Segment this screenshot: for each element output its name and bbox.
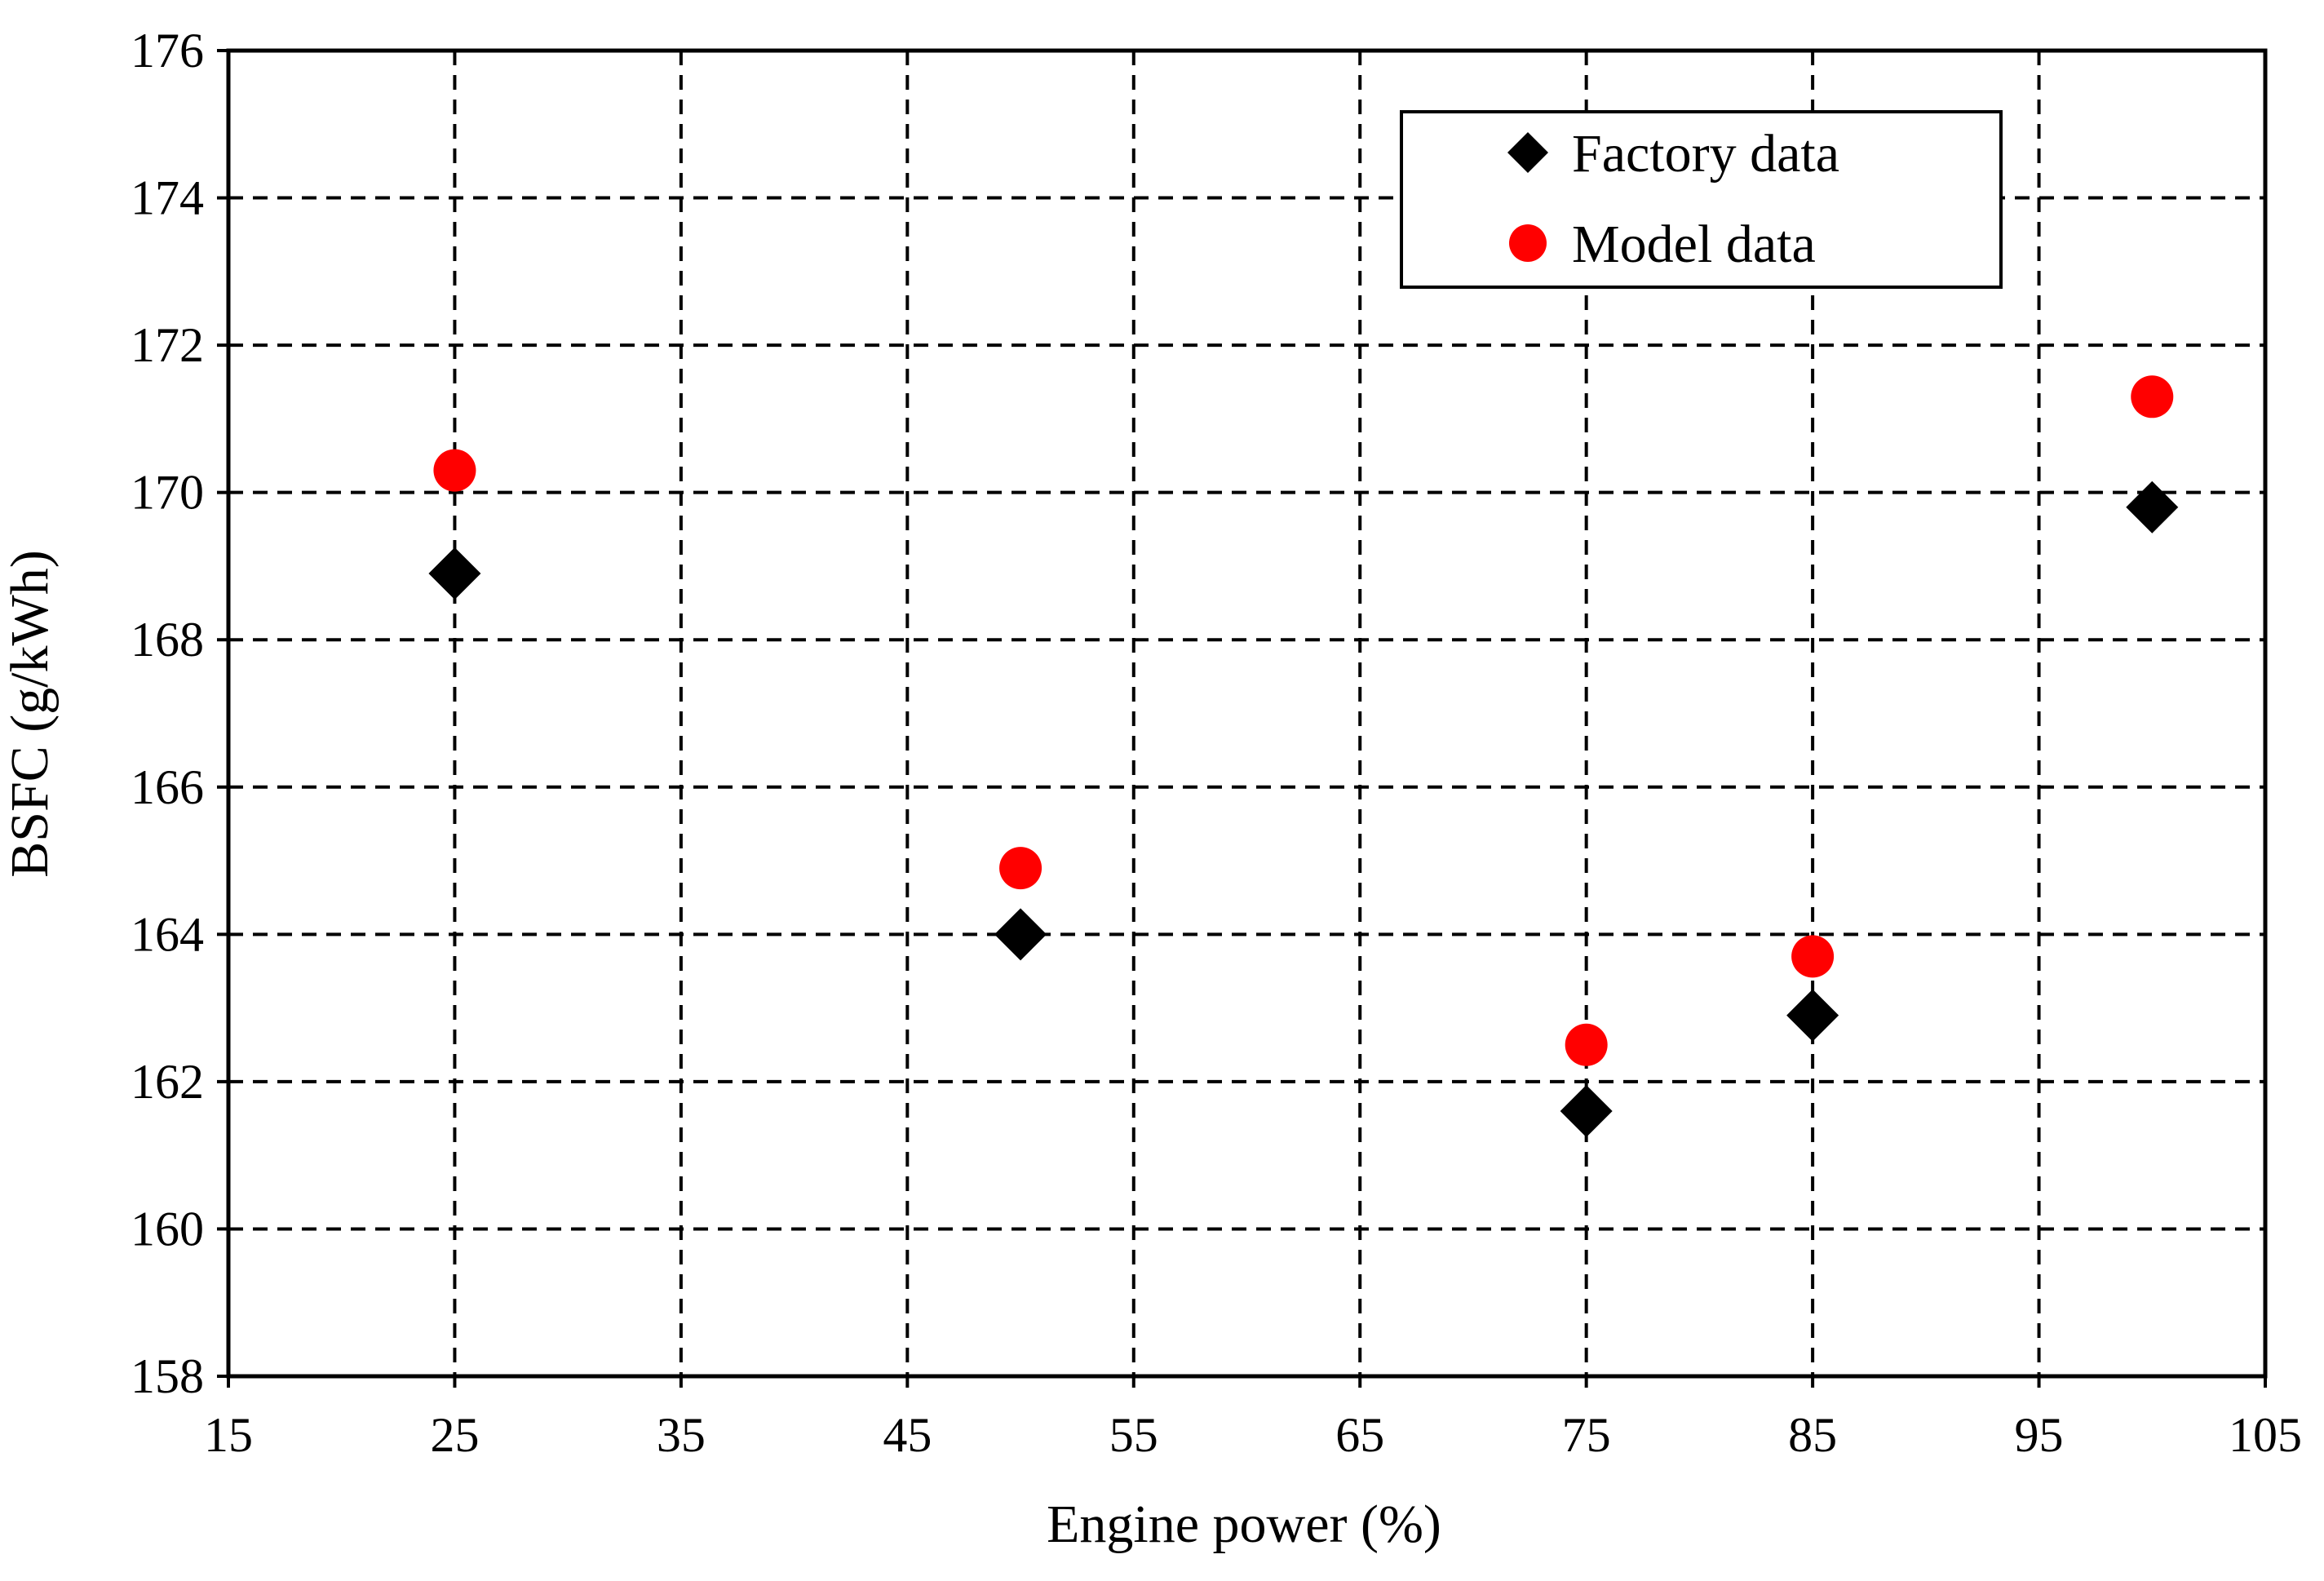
y-tick-label: 172 [131,318,204,372]
y-tick-label: 162 [131,1055,204,1109]
model-data-point [1791,935,1835,978]
y-tick-label: 158 [131,1349,204,1403]
plot-area-frame [226,48,2268,1379]
x-tick-label: 25 [430,1408,479,1462]
factory-data-point [428,547,481,600]
model-data-point [2131,375,2174,418]
legend-circle-marker [1509,224,1547,262]
y-tick-label: 168 [131,613,204,666]
x-tick-label: 75 [1562,1408,1611,1462]
factory-data-point [2126,480,2179,534]
y-tick-label: 176 [131,24,204,78]
model-data-point [1565,1023,1608,1066]
y-tick-label: 174 [131,171,204,225]
legend-box [1400,110,2003,289]
x-tick-label: 55 [1109,1408,1158,1462]
legend-label-model: Model data [1572,215,1816,274]
x-axis-ticks: 15 25 35 45 55 65 75 85 95 105 [204,1376,2302,1462]
legend-label-factory: Factory data [1572,124,1839,184]
y-tick-label: 160 [131,1202,204,1256]
y-tick-label: 170 [131,466,204,520]
y-tick-label: 166 [131,760,204,814]
x-tick-label: 65 [1335,1408,1384,1462]
x-tick-label: 45 [883,1408,932,1462]
model-data-point [999,847,1042,890]
model-data-point [433,449,476,492]
legend-diamond-marker [1507,132,1548,173]
x-tick-label: 85 [1788,1408,1837,1462]
x-axis-title: Engine power (%) [1047,1495,1441,1554]
y-axis-title: BSFC (g/kWh) [0,550,60,878]
x-tick-label: 105 [2229,1408,2302,1462]
legend: Factory data Model data [1400,110,2003,289]
factory-data-point [994,908,1047,961]
x-tick-label: 95 [2015,1408,2064,1462]
data-marks [428,375,2179,1137]
x-tick-label: 15 [204,1408,253,1462]
y-tick-label: 164 [131,907,204,961]
factory-data-point [1560,1085,1613,1137]
y-axis-ticks: 158 160 162 164 166 168 170 172 174 176 [131,24,228,1403]
factory-data-point [1786,989,1839,1042]
x-tick-label: 35 [657,1408,706,1462]
